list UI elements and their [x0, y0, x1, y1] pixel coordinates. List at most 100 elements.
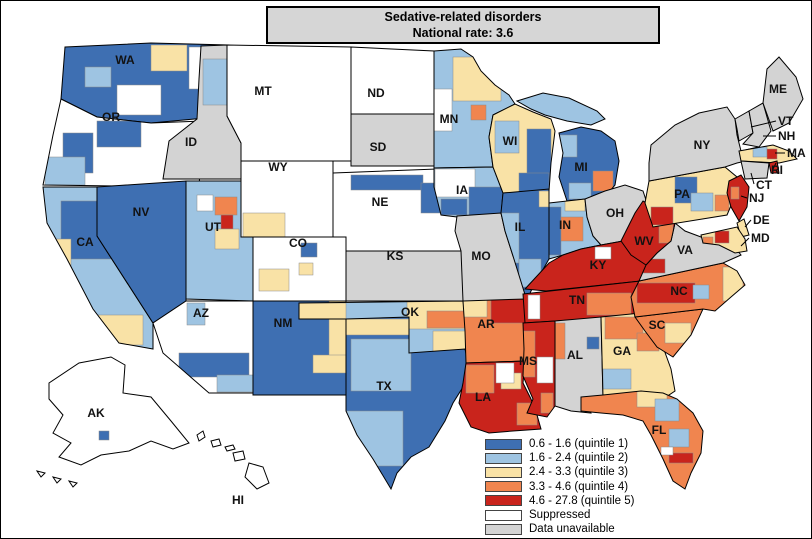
state-IA-label: IA	[456, 183, 468, 197]
state-ME-label: ME	[769, 82, 787, 96]
state-MI-label: MI	[574, 160, 587, 174]
state-LA	[458, 360, 542, 434]
legend-swatch-q5	[485, 495, 522, 507]
state-CT	[740, 160, 770, 180]
state-KY-label: KY	[590, 258, 607, 272]
state-CT-shape	[741, 161, 769, 179]
state-GA	[600, 312, 676, 400]
state-NJ	[726, 174, 750, 223]
state-MO-label: MO	[471, 249, 490, 263]
legend-item-q1: 0.6 - 1.6 (quintile 1)	[485, 437, 634, 451]
state-MT-shape	[227, 45, 351, 161]
state-NJ-subregion	[730, 186, 740, 200]
state-DE-label: DE	[753, 213, 770, 227]
state-KY-subregion	[594, 246, 612, 260]
state-OR-subregion	[44, 156, 86, 186]
state-TX-label: TX	[376, 379, 391, 393]
state-IN-subregion	[560, 216, 584, 242]
state-TN-subregion	[527, 294, 541, 320]
legend-label-q3: 2.4 - 3.3 (quintile 3)	[529, 466, 629, 479]
state-ND-shape	[351, 47, 434, 114]
state-FL-subregion	[660, 446, 674, 456]
state-SD	[350, 113, 440, 167]
state-TN	[522, 280, 662, 324]
state-NJ-label: NJ	[749, 191, 764, 205]
state-MS-label: MS	[519, 354, 537, 368]
state-AK-subregion	[98, 430, 110, 441]
state-LA-subregion	[465, 364, 495, 394]
map-legend: 0.6 - 1.6 (quintile 1) 1.6 - 2.4 (quintil…	[485, 437, 634, 536]
legend-label-suppressed: Suppressed	[529, 509, 591, 522]
state-AZ-label: AZ	[193, 306, 209, 320]
state-TN-label: TN	[569, 293, 585, 307]
state-WI-label: WI	[503, 134, 518, 148]
legend-swatch-q2	[485, 452, 522, 464]
state-UT-subregion	[196, 194, 214, 212]
state-MT-label: MT	[254, 84, 272, 98]
state-GA-subregion	[602, 368, 632, 390]
state-SD-shape	[351, 114, 439, 166]
state-KY-shape	[525, 241, 649, 291]
state-AL	[554, 316, 604, 414]
legend-label-q2: 1.6 - 2.4 (quintile 2)	[529, 452, 629, 465]
state-UT-label: UT	[205, 220, 222, 234]
state-UT-subregion	[220, 214, 234, 230]
state-MS-subregion	[523, 330, 536, 378]
state-KS-label: KS	[387, 249, 404, 263]
state-VT-shape	[735, 111, 753, 141]
state-PA-subregion	[650, 206, 674, 226]
state-AR-label: AR	[477, 317, 495, 331]
state-GA-label: GA	[613, 344, 631, 358]
state-NH-label: NH	[778, 129, 795, 143]
state-IN-subregion	[564, 199, 586, 212]
state-IA-subregion	[468, 186, 503, 216]
state-FL-subregion	[668, 452, 694, 464]
state-ND	[350, 46, 435, 115]
state-MD-subregion	[714, 230, 730, 244]
state-FL	[580, 390, 704, 490]
legend-item-unavailable: Data unavailable	[485, 522, 634, 536]
state-NE-subregion	[350, 174, 424, 191]
legend-swatch-unavailable	[485, 523, 522, 535]
state-TN-subregion	[586, 292, 632, 316]
legend-item-q2: 1.6 - 2.4 (quintile 2)	[485, 451, 634, 465]
state-WI	[488, 103, 556, 194]
legend-item-q3: 2.4 - 3.3 (quintile 3)	[485, 465, 634, 479]
state-ID	[162, 44, 242, 180]
state-WA-label: WA	[115, 53, 135, 67]
state-OH-label: OH	[606, 206, 624, 220]
state-VT-label: VT	[778, 114, 794, 128]
state-CO-subregion	[298, 262, 314, 276]
state-CT-label: CT	[756, 178, 773, 192]
state-OR-subregion	[96, 120, 142, 148]
state-ME	[762, 56, 804, 132]
legend-item-q4: 3.3 - 4.6 (quintile 4)	[485, 480, 634, 494]
state-OR-label: OR	[102, 110, 120, 124]
state-MD-label: MD	[751, 231, 770, 245]
state-CA-subregion	[48, 238, 72, 302]
state-PA-subregion	[690, 192, 714, 212]
state-KS	[345, 250, 465, 302]
state-IL-subregion	[538, 190, 549, 208]
legend-swatch-suppressed	[485, 509, 522, 521]
state-IL-label: IL	[515, 220, 526, 234]
state-VA-label: VA	[677, 243, 693, 257]
state-NC	[630, 262, 746, 318]
state-LA-subregion	[495, 362, 515, 384]
legend-item-suppressed: Suppressed	[485, 508, 634, 522]
state-NM-subregion	[312, 354, 346, 374]
legend-swatch-q1	[485, 438, 522, 450]
state-WV-label: WV	[634, 234, 653, 248]
state-SC-subregion	[664, 322, 692, 344]
state-LA-label: LA	[475, 390, 491, 404]
legend-label-q1: 0.6 - 1.6 (quintile 1)	[529, 438, 629, 451]
state-PA	[644, 166, 738, 228]
state-UT-subregion	[214, 196, 238, 216]
state-FL-subregion	[668, 428, 690, 448]
state-MI-subregion	[592, 170, 614, 192]
state-AK-label: AK	[87, 406, 105, 420]
legend-swatch-q4	[485, 481, 522, 493]
state-IA-subregion	[434, 168, 476, 198]
